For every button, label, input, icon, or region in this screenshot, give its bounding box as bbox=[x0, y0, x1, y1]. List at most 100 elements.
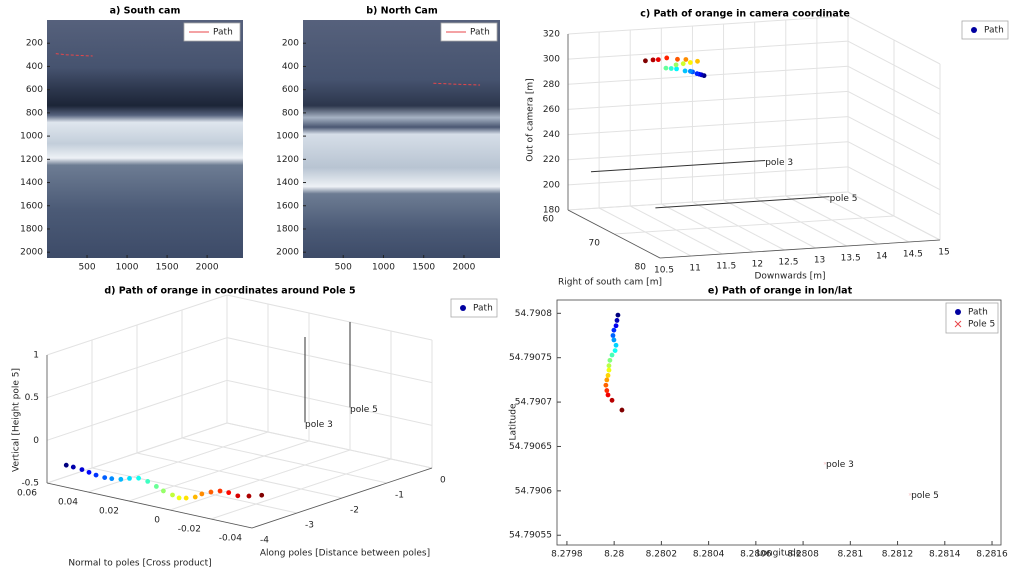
path-point bbox=[680, 61, 686, 67]
x-tick-label: 11 bbox=[689, 264, 700, 274]
path-point bbox=[664, 55, 670, 61]
path-point bbox=[607, 357, 613, 363]
x-tick-label: -3 bbox=[305, 521, 314, 531]
path-point bbox=[612, 348, 618, 353]
y-tick-label: -0.02 bbox=[178, 525, 201, 535]
y-tick-label: 600 bbox=[26, 85, 43, 95]
x-tick-label: 2000 bbox=[452, 263, 475, 273]
path-point bbox=[604, 388, 610, 393]
path-point bbox=[246, 493, 252, 499]
path-point bbox=[199, 491, 205, 497]
pole-label: pole 5 bbox=[830, 194, 858, 204]
y-tick-label: 600 bbox=[282, 85, 299, 95]
path-point bbox=[668, 66, 674, 71]
y-tick-label: 1000 bbox=[276, 132, 299, 142]
y-tick-label: 2000 bbox=[276, 248, 299, 258]
y-tick-label: 1800 bbox=[276, 224, 299, 234]
legend-label: Path bbox=[470, 28, 490, 38]
x-tick-label: 8.281 bbox=[837, 550, 863, 560]
path-point bbox=[235, 493, 241, 499]
path-point bbox=[118, 476, 124, 482]
grid-line bbox=[226, 337, 433, 384]
z-tick-label: 180 bbox=[543, 206, 560, 216]
grid-line bbox=[46, 379, 228, 441]
path-point bbox=[609, 352, 615, 358]
path-point bbox=[63, 462, 69, 468]
chart-title: c) Path of orange in camera coordinate bbox=[640, 9, 850, 20]
path-line bbox=[433, 82, 481, 86]
x-tick-label: 8.2814 bbox=[929, 550, 961, 560]
path-point bbox=[217, 488, 223, 494]
x-tick-label: 1500 bbox=[156, 263, 179, 273]
x-tick-label: 10.5 bbox=[654, 266, 674, 276]
path-point bbox=[619, 407, 625, 413]
path-point bbox=[109, 476, 115, 482]
plot-area bbox=[556, 299, 1002, 546]
y-tick-label: 54.7906 bbox=[515, 486, 552, 496]
x-tick-label: 8.2804 bbox=[693, 550, 725, 560]
path-point bbox=[674, 66, 679, 72]
path-point bbox=[183, 495, 189, 501]
axis-label: Right of south cam [m] bbox=[558, 278, 662, 288]
y-tick-label: 0.06 bbox=[17, 489, 37, 499]
grid-line bbox=[847, 65, 941, 115]
path-point bbox=[694, 71, 700, 77]
pole-label: pole 3 bbox=[765, 158, 793, 168]
grid-line bbox=[847, 15, 941, 65]
legend-label: Path bbox=[968, 308, 988, 318]
grid-line bbox=[567, 191, 849, 211]
path-point bbox=[687, 60, 693, 65]
path-point bbox=[682, 68, 688, 74]
x-tick-label: 8.2812 bbox=[882, 550, 914, 560]
axis-label: Longitude bbox=[757, 549, 802, 559]
x-tick-label: 0 bbox=[440, 476, 446, 486]
path-point bbox=[615, 312, 621, 318]
y-tick-label: -0.04 bbox=[219, 534, 243, 544]
z-tick-label: 300 bbox=[543, 55, 560, 65]
path-point bbox=[259, 492, 265, 498]
grid-line bbox=[613, 215, 895, 235]
x-tick-label: 1500 bbox=[412, 263, 435, 273]
axis-label: Out of camera [m] bbox=[526, 78, 536, 161]
y-tick-label: 1200 bbox=[20, 155, 43, 165]
y-tick-label: 54.79055 bbox=[509, 531, 552, 541]
z-tick-label: 320 bbox=[543, 30, 560, 40]
y-tick-label: 1200 bbox=[276, 155, 299, 165]
grid-line bbox=[226, 379, 433, 426]
grid-line bbox=[226, 422, 433, 469]
path-point bbox=[136, 475, 142, 481]
path-point bbox=[605, 373, 611, 378]
x-tick-label: 500 bbox=[335, 263, 352, 273]
y-tick-label: 1800 bbox=[20, 224, 43, 234]
y-tick-label: 400 bbox=[26, 62, 43, 72]
y-tick-label: 54.7907 bbox=[515, 398, 552, 408]
grid-line bbox=[87, 431, 269, 493]
x-tick-label: 11.5 bbox=[716, 262, 736, 272]
path-point bbox=[176, 495, 182, 501]
grid-line bbox=[46, 294, 228, 356]
path-point bbox=[643, 58, 648, 64]
x-tick-label: 14 bbox=[876, 252, 888, 262]
path-point bbox=[683, 57, 689, 62]
legend-label: Pole 5 bbox=[968, 320, 995, 330]
path-point bbox=[611, 337, 617, 343]
axis-label: Downwards [m] bbox=[755, 272, 826, 282]
x-tick-label: -4 bbox=[260, 536, 269, 546]
pole-label: pole 5 bbox=[911, 491, 939, 501]
path-point bbox=[93, 472, 99, 478]
x-tick-label: 12 bbox=[752, 260, 763, 270]
pole-line bbox=[655, 196, 830, 209]
path-point bbox=[673, 62, 679, 68]
grid-line bbox=[567, 40, 849, 60]
legend-swatch bbox=[954, 320, 962, 328]
x-tick-label: 8.28 bbox=[604, 550, 624, 560]
axis-label: Vertical [Height pole 5] bbox=[12, 368, 22, 472]
legend-swatch bbox=[971, 27, 977, 33]
path-point bbox=[650, 57, 656, 63]
x-tick-label: -2 bbox=[350, 506, 359, 516]
grid-line bbox=[210, 458, 392, 520]
chart-title: b) North Cam bbox=[366, 6, 438, 17]
path-point bbox=[604, 377, 610, 383]
chart-title: e) Path of orange in lon/lat bbox=[708, 286, 853, 297]
